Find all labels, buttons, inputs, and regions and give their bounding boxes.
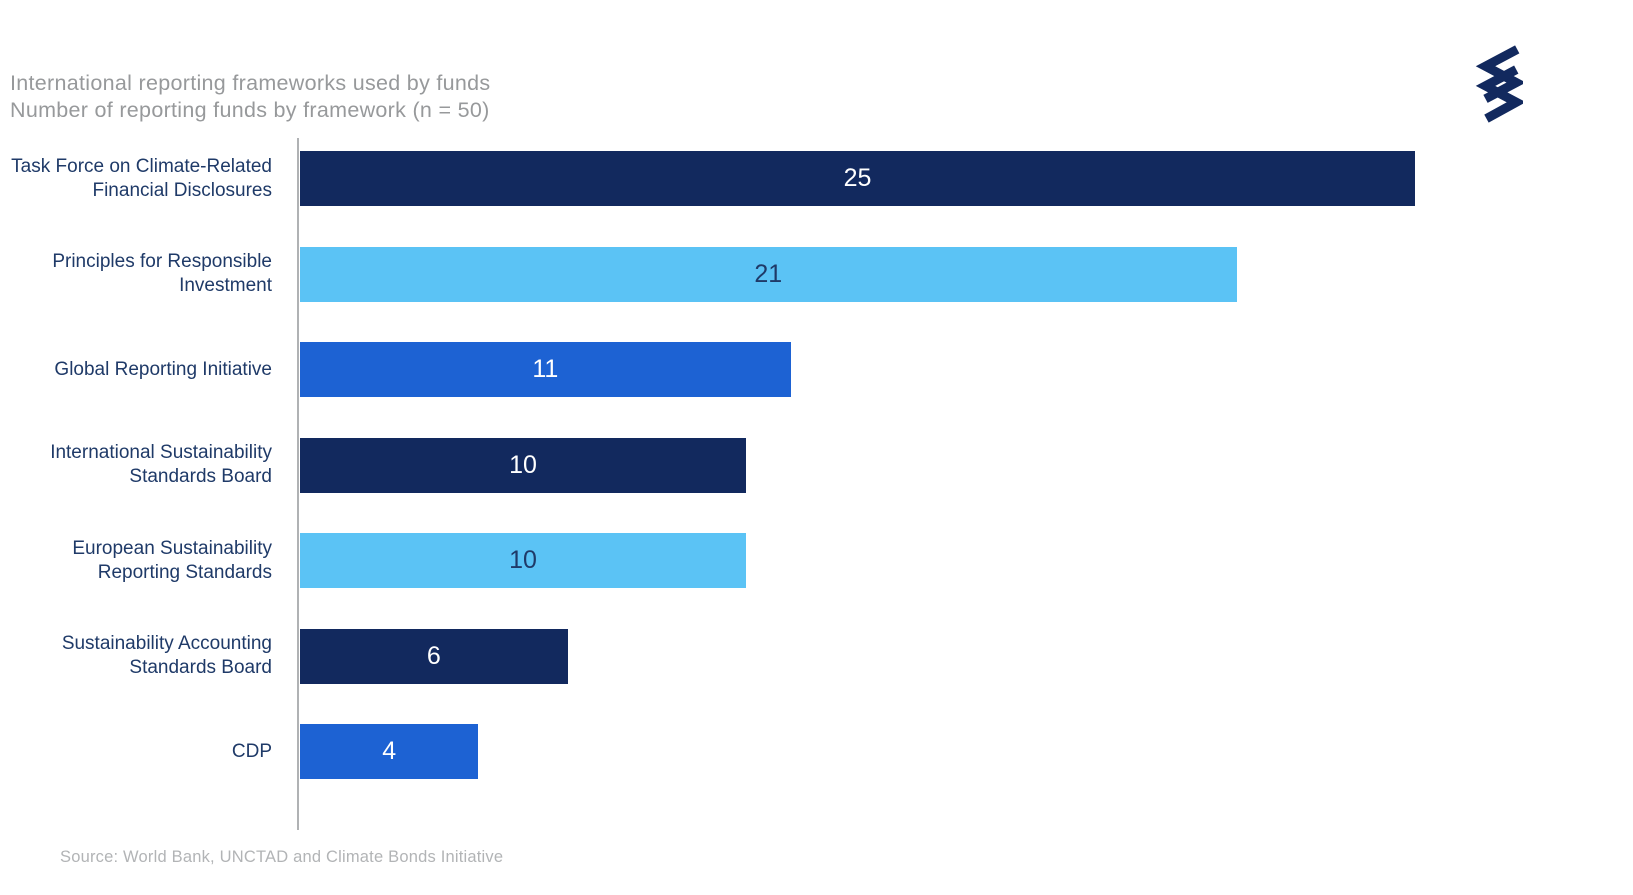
category-label: International Sustainability Standards Bo…: [0, 441, 272, 489]
chart-title-block: International reporting frameworks used …: [10, 70, 490, 124]
bar-value-label: 4: [382, 737, 397, 766]
bar-row: Task Force on Climate-Related Financial D…: [0, 131, 1633, 227]
source-note: Source: World Bank, UNCTAD and Climate B…: [60, 848, 504, 866]
category-label: Sustainability Accounting Standards Board: [0, 632, 272, 680]
chart-title: International reporting frameworks used …: [10, 71, 491, 95]
bar-row: Sustainability Accounting Standards Board…: [0, 609, 1633, 705]
bar: 21: [300, 246, 1237, 302]
category-label: Task Force on Climate-Related Financial D…: [0, 155, 272, 203]
bar-value-label: 10: [509, 450, 537, 479]
chart-subtitle: Number of reporting funds by framework (…: [10, 98, 490, 122]
bar-track: 11: [300, 342, 1415, 398]
bar-value-label: 10: [509, 546, 537, 575]
bar: 4: [300, 724, 479, 780]
category-label-line: Task Force on Climate-Related: [11, 155, 272, 177]
category-label-line: Sustainability Accounting: [61, 633, 272, 655]
bar-value-label: 11: [532, 355, 559, 384]
bar-track: 4: [300, 724, 1415, 780]
category-label-line: European Sustainability: [72, 537, 272, 559]
brand-logo: [1473, 44, 1523, 124]
category-label-line: International Sustainability: [50, 442, 272, 464]
bar: 10: [300, 437, 746, 493]
bar-row: CDP 4: [0, 704, 1633, 800]
category-label-line: Financial Disclosures: [92, 179, 272, 201]
bar-row: Global Reporting Initiative 11: [0, 322, 1633, 418]
category-label: Global Reporting Initiative: [0, 358, 272, 382]
bar: 6: [300, 628, 568, 684]
bar-rows: Task Force on Climate-Related Financial D…: [0, 131, 1633, 800]
bar-value-label: 6: [426, 641, 441, 670]
helix-logo-icon: [1475, 45, 1523, 123]
category-label-line: Global Reporting Initiative: [54, 358, 272, 380]
category-label: Principles for Responsible Investment: [0, 250, 272, 298]
bar-chart: Task Force on Climate-Related Financial D…: [0, 131, 1633, 831]
category-label-line: Standards Board: [129, 657, 272, 679]
category-label-line: Standards Board: [129, 466, 272, 488]
bar-track: 25: [300, 151, 1415, 207]
category-label-line: Principles for Responsible: [52, 251, 272, 273]
category-label-line: Investment: [179, 275, 272, 297]
bar: 10: [300, 533, 746, 589]
bar-row: Principles for Responsible Investment 21: [0, 227, 1633, 323]
bar-track: 10: [300, 533, 1415, 589]
category-label-line: Reporting Standards: [97, 561, 272, 583]
category-label-line: CDP: [231, 740, 272, 762]
bar-value-label: 21: [754, 259, 783, 288]
bar-value-label: 25: [843, 164, 872, 193]
bar: 25: [300, 151, 1415, 207]
bar-track: 10: [300, 437, 1415, 493]
bar-row: International Sustainability Standards Bo…: [0, 418, 1633, 514]
bar-track: 6: [300, 628, 1415, 684]
category-label: CDP: [0, 740, 272, 764]
category-label: European Sustainability Reporting Standar…: [0, 537, 272, 585]
bar: 11: [300, 342, 791, 398]
bar-row: European Sustainability Reporting Standar…: [0, 513, 1633, 609]
bar-track: 21: [300, 246, 1415, 302]
y-axis-line: [297, 138, 299, 830]
